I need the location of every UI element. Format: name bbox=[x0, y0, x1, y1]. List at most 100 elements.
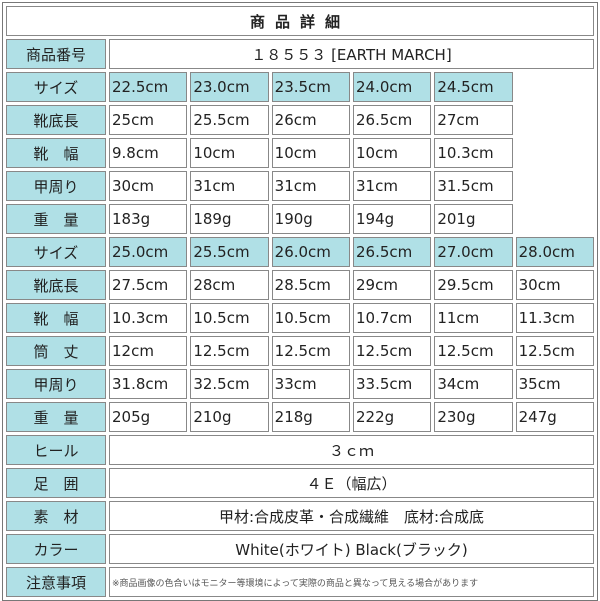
spec-value: 甲材:合成皮革・合成繊維 底材:合成底 bbox=[109, 501, 594, 531]
value-cell: 230g bbox=[434, 402, 513, 432]
spec-row: カラー White(ホワイト) Black(ブラック) bbox=[6, 534, 594, 564]
value-cell: 25cm bbox=[109, 105, 188, 135]
value-cell: 34cm bbox=[434, 369, 513, 399]
spec-label: 素 材 bbox=[6, 501, 106, 531]
value-cell: 210g bbox=[190, 402, 269, 432]
spec-value: ※商品画像の色合いはモニター等環境によって実際の商品と異なって見える場合がありま… bbox=[109, 567, 594, 597]
spec-value: ３ｃｍ bbox=[109, 435, 594, 465]
value-cell: 31.8cm bbox=[109, 369, 188, 399]
measurement-row: 靴 幅 10.3cm 10.5cm 10.5cm 10.7cm 11cm 11.3cm bbox=[6, 303, 594, 333]
value-cell: 222g bbox=[352, 402, 432, 432]
row-label: 靴底長 bbox=[6, 270, 106, 300]
size-cell: 24.0cm bbox=[352, 72, 432, 102]
value-cell: 29cm bbox=[352, 270, 432, 300]
row-label: 筒 丈 bbox=[6, 336, 106, 366]
product-number-label: 商品番号 bbox=[6, 39, 106, 69]
value-cell: 35cm bbox=[515, 369, 594, 399]
table-title: 商品詳細 bbox=[6, 6, 594, 36]
empty-cell bbox=[515, 204, 594, 234]
measurement-row: 筒 丈 12cm 12.5cm 12.5cm 12.5cm 12.5cm 12.5cm bbox=[6, 336, 594, 366]
value-cell: 12.5cm bbox=[271, 336, 350, 366]
value-cell: 26cm bbox=[271, 105, 350, 135]
value-cell: 28cm bbox=[190, 270, 269, 300]
value-cell: 27.5cm bbox=[109, 270, 188, 300]
value-cell: 31cm bbox=[190, 171, 269, 201]
row-label: 重 量 bbox=[6, 402, 106, 432]
spec-label: ヒール bbox=[6, 435, 106, 465]
value-cell: 201g bbox=[434, 204, 513, 234]
value-cell: 31cm bbox=[271, 171, 350, 201]
value-cell: 10cm bbox=[271, 138, 350, 168]
value-cell: 10.7cm bbox=[352, 303, 432, 333]
spec-label: カラー bbox=[6, 534, 106, 564]
spec-label: 足 囲 bbox=[6, 468, 106, 498]
measurement-row: 甲周り 31.8cm 32.5cm 33cm 33.5cm 34cm 35cm bbox=[6, 369, 594, 399]
size-cell: 25.0cm bbox=[109, 237, 188, 267]
value-cell: 10.5cm bbox=[190, 303, 269, 333]
value-cell: 29.5cm bbox=[434, 270, 513, 300]
value-cell: 10cm bbox=[352, 138, 432, 168]
value-cell: 26.5cm bbox=[352, 105, 432, 135]
row-label: サイズ bbox=[6, 237, 106, 267]
row-label: 重 量 bbox=[6, 204, 106, 234]
measurement-row: 靴底長 27.5cm 28cm 28.5cm 29cm 29.5cm 30cm bbox=[6, 270, 594, 300]
spec-label: 注意事項 bbox=[6, 567, 106, 597]
product-number-value: １８５５３ [EARTH MARCH] bbox=[109, 39, 594, 69]
value-cell: 27cm bbox=[434, 105, 513, 135]
value-cell: 30cm bbox=[109, 171, 188, 201]
measurement-row: 靴 幅 9.8cm 10cm 10cm 10cm 10.3cm bbox=[6, 138, 594, 168]
value-cell: 31.5cm bbox=[434, 171, 513, 201]
value-cell: 205g bbox=[109, 402, 188, 432]
value-cell: 10cm bbox=[190, 138, 269, 168]
measurement-row: 重 量 205g 210g 218g 222g 230g 247g bbox=[6, 402, 594, 432]
value-cell: 32.5cm bbox=[190, 369, 269, 399]
value-cell: 11cm bbox=[434, 303, 513, 333]
size-row: サイズ 22.5cm 23.0cm 23.5cm 24.0cm 24.5cm bbox=[6, 72, 594, 102]
value-cell: 28.5cm bbox=[271, 270, 350, 300]
value-cell: 194g bbox=[352, 204, 432, 234]
spec-row: 足 囲 ４Ｅ（幅広） bbox=[6, 468, 594, 498]
row-label: 靴底長 bbox=[6, 105, 106, 135]
measurement-row: 靴底長 25cm 25.5cm 26cm 26.5cm 27cm bbox=[6, 105, 594, 135]
size-cell: 27.0cm bbox=[434, 237, 513, 267]
spec-value: ４Ｅ（幅広） bbox=[109, 468, 594, 498]
empty-cell bbox=[515, 138, 594, 168]
value-cell: 25.5cm bbox=[190, 105, 269, 135]
value-cell: 12.5cm bbox=[515, 336, 594, 366]
value-cell: 31cm bbox=[352, 171, 432, 201]
row-label: サイズ bbox=[6, 72, 106, 102]
value-cell: 10.3cm bbox=[109, 303, 188, 333]
value-cell: 12cm bbox=[109, 336, 188, 366]
row-label: 甲周り bbox=[6, 171, 106, 201]
row-label: 甲周り bbox=[6, 369, 106, 399]
empty-cell bbox=[515, 171, 594, 201]
size-cell: 23.0cm bbox=[190, 72, 269, 102]
value-cell: 10.3cm bbox=[434, 138, 513, 168]
value-cell: 12.5cm bbox=[352, 336, 432, 366]
spec-row: ヒール ３ｃｍ bbox=[6, 435, 594, 465]
value-cell: 189g bbox=[190, 204, 269, 234]
size-cell: 23.5cm bbox=[271, 72, 350, 102]
size-cell: 25.5cm bbox=[190, 237, 269, 267]
empty-cell bbox=[515, 105, 594, 135]
row-label: 靴 幅 bbox=[6, 138, 106, 168]
value-cell: 247g bbox=[515, 402, 594, 432]
size-cell: 26.5cm bbox=[352, 237, 432, 267]
measurement-row: 重 量 183g 189g 190g 194g 201g bbox=[6, 204, 594, 234]
size-cell: 26.0cm bbox=[271, 237, 350, 267]
value-cell: 190g bbox=[271, 204, 350, 234]
spec-row: 素 材甲材:合成皮革・合成繊維 底材:合成底 bbox=[6, 501, 594, 531]
value-cell: 9.8cm bbox=[109, 138, 188, 168]
value-cell: 33.5cm bbox=[352, 369, 432, 399]
value-cell: 33cm bbox=[271, 369, 350, 399]
row-label: 靴 幅 bbox=[6, 303, 106, 333]
value-cell: 11.3cm bbox=[515, 303, 594, 333]
value-cell: 12.5cm bbox=[434, 336, 513, 366]
size-cell: 24.5cm bbox=[434, 72, 513, 102]
empty-cell bbox=[515, 72, 594, 102]
size-cell: 28.0cm bbox=[515, 237, 594, 267]
value-cell: 218g bbox=[271, 402, 350, 432]
value-cell: 10.5cm bbox=[271, 303, 350, 333]
spec-value: White(ホワイト) Black(ブラック) bbox=[109, 534, 594, 564]
